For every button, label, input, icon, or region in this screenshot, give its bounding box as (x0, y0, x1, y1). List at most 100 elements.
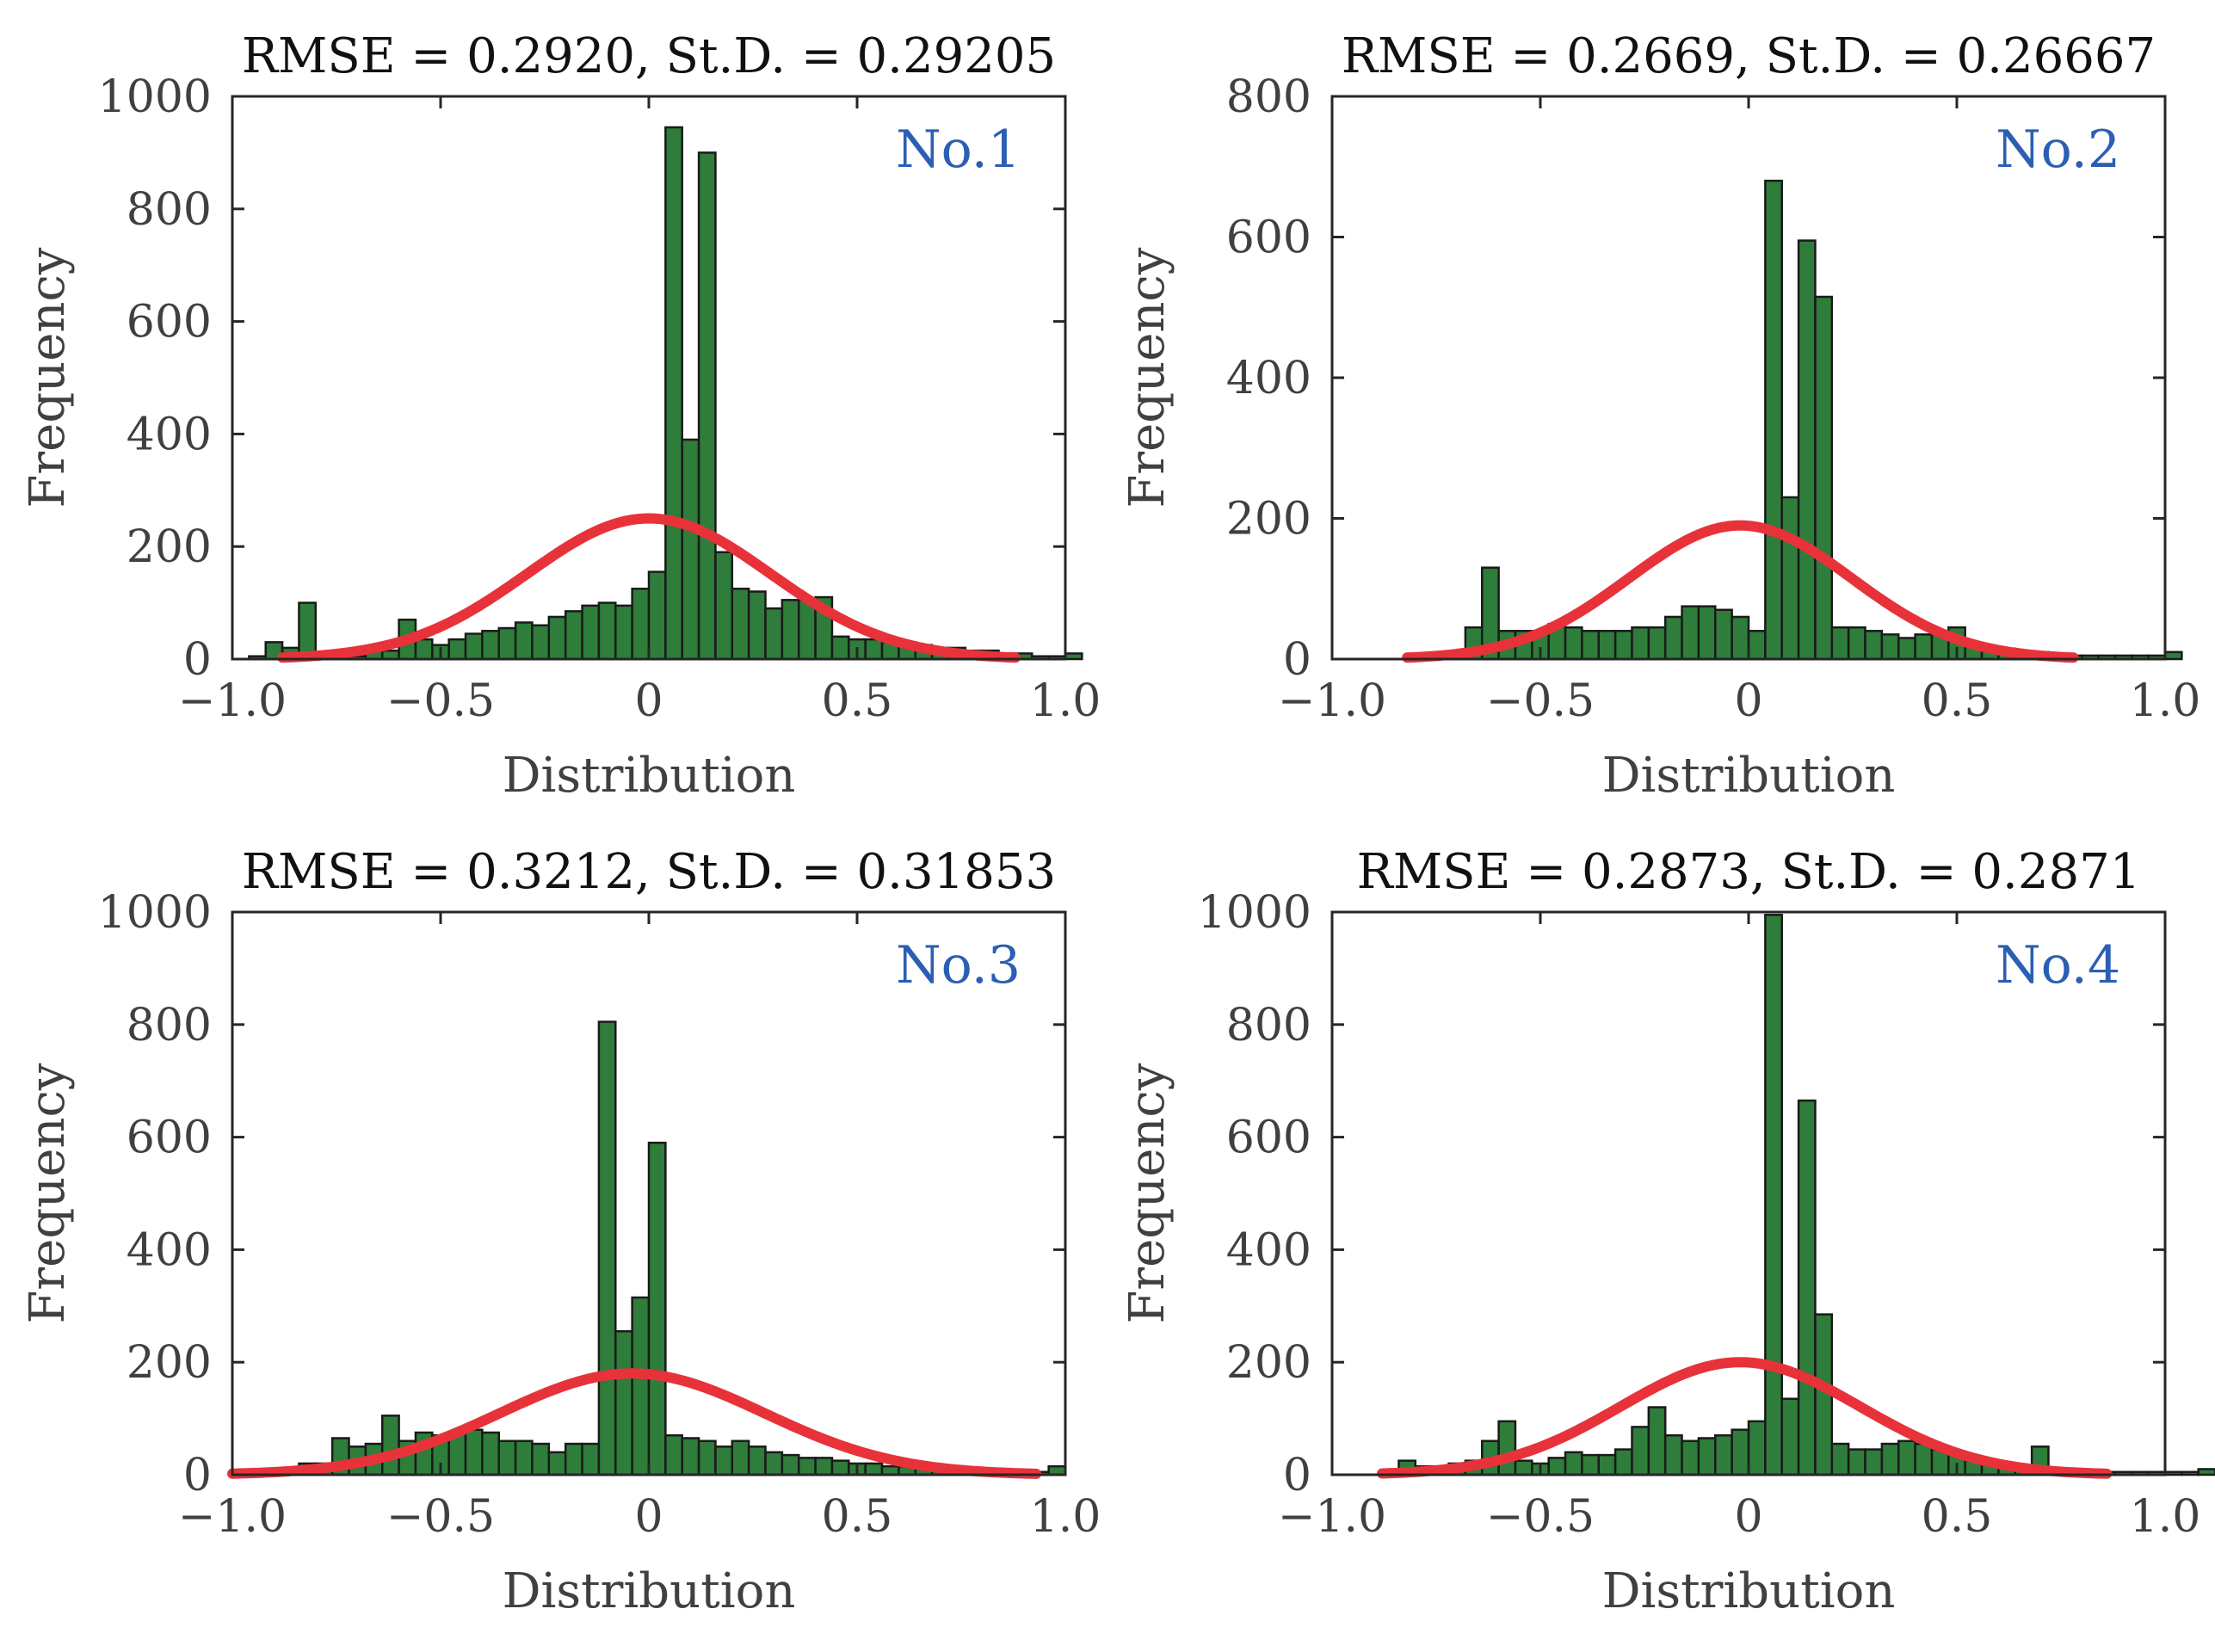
x-tick-label: −1.0 (1278, 1491, 1386, 1543)
histogram-bar (1663, 1433, 1683, 1476)
histogram-bar (1814, 295, 1834, 661)
histogram-bar (631, 588, 651, 661)
histogram-bar (1747, 630, 1767, 661)
histogram-bar (1547, 1457, 1567, 1476)
y-tick-label: 600 (1226, 213, 1311, 264)
y-tick-label: 0 (183, 634, 212, 686)
y-tick-label: 0 (183, 1450, 212, 1501)
histogram-bar (1914, 633, 1934, 661)
histogram-bar (481, 630, 501, 661)
histogram-bar (547, 1451, 567, 1476)
x-tick-label: −0.5 (386, 1491, 495, 1543)
axes-frame (1330, 910, 2167, 1476)
histogram-bar (1714, 1433, 1733, 1476)
histogram-bar (1880, 1442, 1900, 1476)
histogram-bar (1897, 637, 1916, 661)
histogram-bar (1647, 626, 1667, 661)
histogram-bars (248, 126, 1083, 661)
subplot-2: −1.0 −0.5 0 0.5 1.0 0 200 400 600 800 RMSE = 0.266… (1120, 28, 2200, 804)
histogram-bar (1830, 626, 1850, 661)
x-axis-label: Distribution (1602, 748, 1896, 804)
y-tick-label: 1000 (98, 887, 212, 939)
normal-fit-curve (277, 513, 1021, 663)
histogram-bar (681, 438, 700, 661)
y-tick-label: 400 (1226, 353, 1311, 404)
histogram-bar (614, 604, 633, 661)
histogram-bar (864, 1462, 884, 1476)
y-tick-label: 600 (126, 1113, 212, 1164)
panel-tag: No.3 (896, 935, 1021, 996)
histogram-bar (1847, 626, 1866, 661)
subplot-title: RMSE = 0.2920, St.D. = 0.29205 (242, 28, 1056, 84)
histogram-bar (1797, 1099, 1817, 1476)
histogram-bar (797, 1457, 817, 1476)
y-tick-label: 800 (1226, 1000, 1311, 1051)
histogram-bar (564, 610, 583, 661)
x-axis-label: Distribution (503, 1563, 796, 1619)
x-tick-label: 1.0 (1030, 1491, 1101, 1543)
histogram-bar (747, 1446, 767, 1476)
histogram-bar (731, 588, 750, 661)
histogram-bar (1864, 1448, 1884, 1476)
y-tick-label: 1000 (1198, 887, 1311, 939)
histogram-bar (1564, 1451, 1583, 1476)
y-axis-label: Frequency (20, 1063, 76, 1323)
y-axis-label: Frequency (1120, 1063, 1175, 1323)
histogram-bar (631, 1296, 651, 1476)
histogram-bar (547, 615, 567, 661)
x-tick-label: 1.0 (1030, 675, 1101, 727)
histogram-bar (1631, 626, 1650, 661)
histogram-bar (1681, 605, 1700, 661)
histogram-bar (581, 1442, 601, 1476)
x-tick-label: 0.5 (1922, 675, 1993, 727)
histogram-bar (464, 1428, 484, 1476)
histogram-bar (514, 1439, 534, 1476)
histogram-bar (597, 601, 617, 661)
x-axis-label: Distribution (1602, 1563, 1896, 1619)
subplot-3: −1.0 −0.5 0 0.5 1.0 0 200 400 600 800 1000 RMSE = 0… (20, 844, 1101, 1619)
x-tick-label: 1.0 (2130, 1491, 2201, 1543)
normal-fit-curve (1377, 1357, 2113, 1479)
x-tick-label: 1.0 (2130, 675, 2201, 727)
histogram-bar (581, 604, 601, 661)
histogram-bar (1764, 914, 1783, 1476)
x-axis-label: Distribution (503, 748, 796, 804)
histogram-bar (1731, 615, 1750, 661)
histogram-bar (731, 1439, 750, 1476)
histogram-bar (1597, 630, 1617, 661)
y-tick-label: 600 (1226, 1113, 1311, 1164)
histogram-bar (864, 638, 884, 661)
y-tick-label: 600 (126, 297, 212, 348)
normal-fit-curve (227, 1368, 1042, 1479)
histogram-bar (380, 1415, 400, 1476)
y-axis-label: Frequency (20, 247, 76, 508)
histogram-bar (1780, 1397, 1800, 1476)
histogram-bar (2163, 1470, 2183, 1476)
x-tick-label: 0 (634, 675, 663, 727)
histogram-bar (497, 626, 517, 661)
histogram-bar (1514, 1459, 1533, 1476)
y-tick-label: 400 (126, 409, 212, 460)
histogram-bar (664, 1433, 683, 1476)
histogram-bar (1714, 608, 1733, 661)
y-tick-label: 0 (1283, 634, 1311, 686)
x-tick-label: −1.0 (1278, 675, 1386, 727)
y-tick-label: 800 (126, 184, 212, 236)
histogram-bar (647, 1141, 667, 1476)
histogram-bar (497, 1439, 517, 1476)
subplot-title: RMSE = 0.3212, St.D. = 0.31853 (242, 844, 1056, 900)
histogram-bar (1797, 239, 1817, 661)
histogram-bar (714, 551, 734, 661)
histogram-bar (531, 1442, 551, 1476)
histogram-bar (1731, 1428, 1750, 1476)
histogram-bar (464, 632, 484, 661)
y-tick-label: 1000 (98, 71, 212, 123)
histogram-bar (1780, 496, 1800, 661)
y-tick-label: 400 (126, 1224, 212, 1276)
panel-tag: No.1 (896, 120, 1021, 180)
histogram-bar (1497, 1420, 1517, 1476)
histogram-bar (1581, 1453, 1601, 1476)
subplot-4: −1.0 −0.5 0 0.5 1.0 0 200 400 600 800 1000 RMSE = 0… (1120, 844, 2215, 1619)
histogram-bar (597, 1020, 617, 1476)
